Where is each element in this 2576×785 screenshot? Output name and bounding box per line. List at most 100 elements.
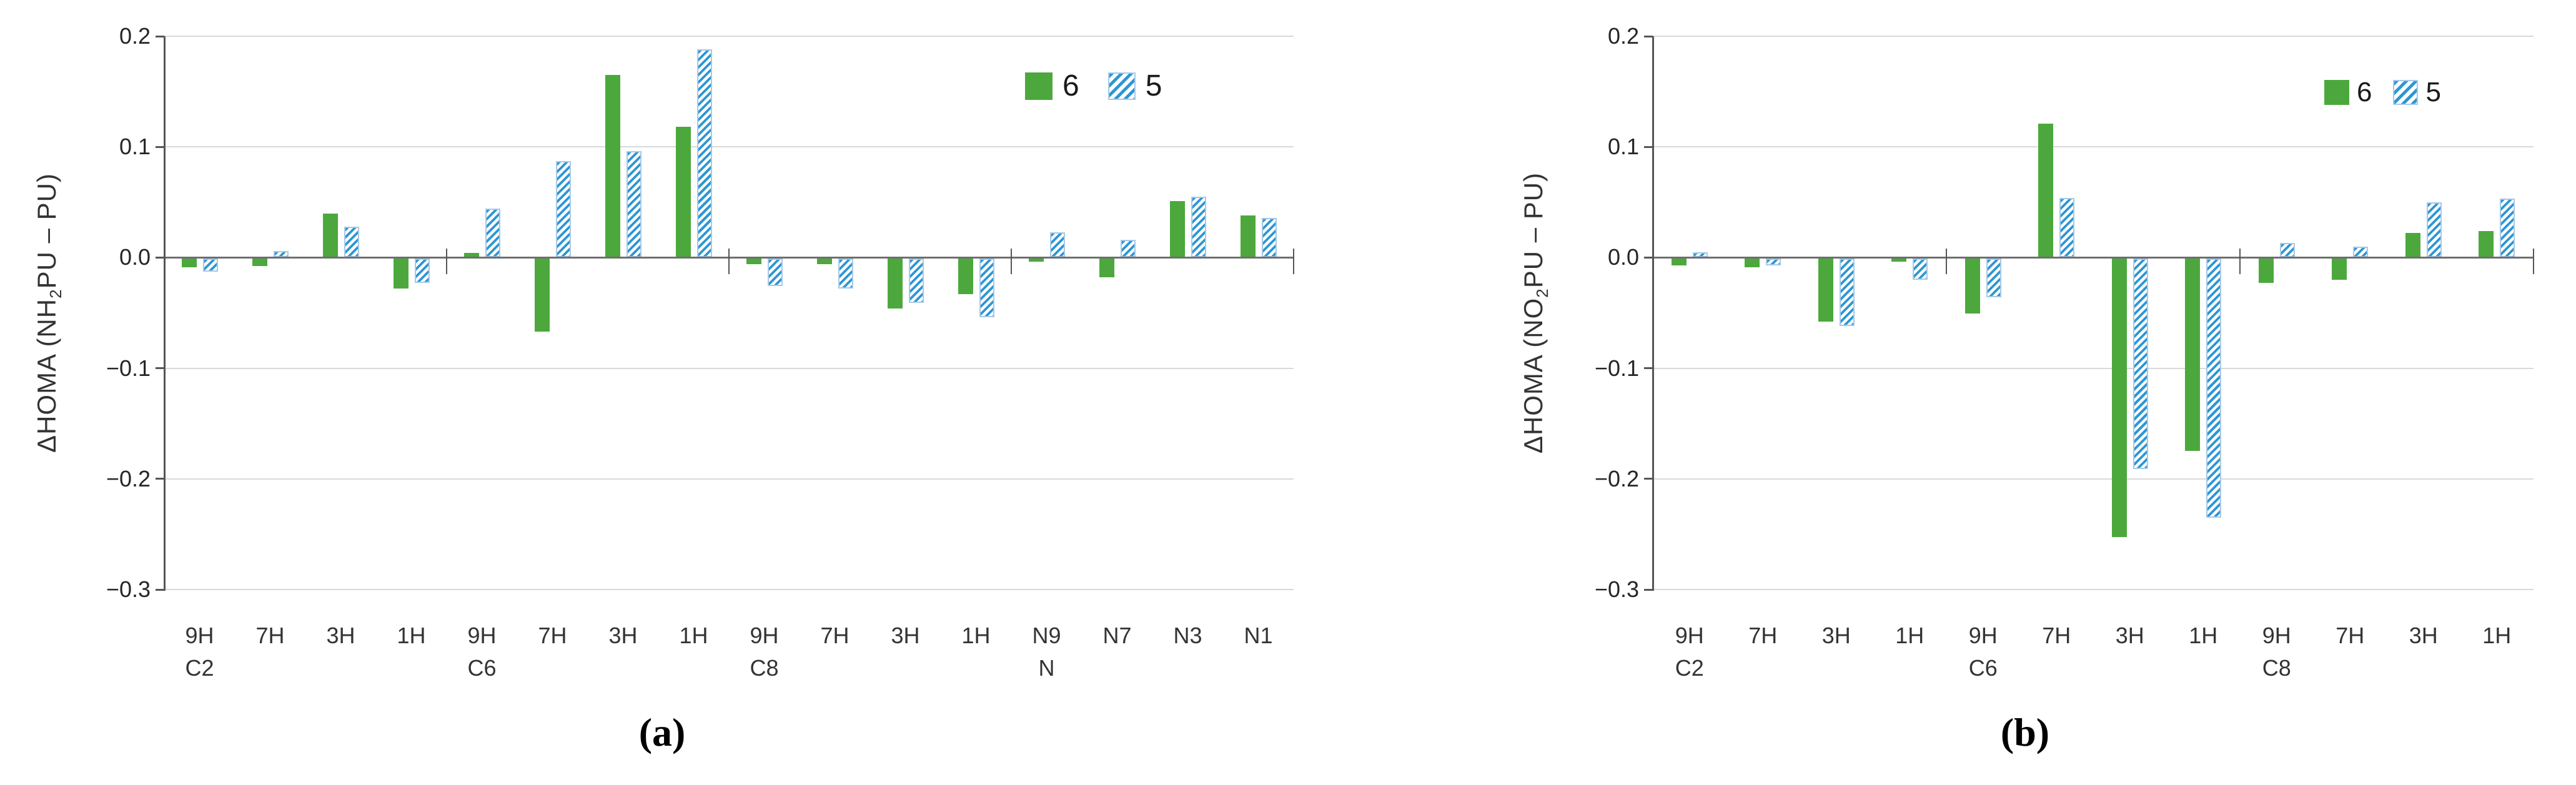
- bar-series-6-1H: [958, 258, 973, 294]
- bar-series-5-9H: [1986, 258, 2001, 297]
- category-label-9H: 9H: [467, 623, 497, 648]
- group-separator-tick: [1011, 249, 1012, 275]
- legend-swatch-series-5: [2393, 80, 2419, 105]
- gridline-0.2: [164, 36, 1294, 37]
- bar-series-6-3H: [1818, 258, 1833, 322]
- gridline-−0.1: [1653, 367, 2534, 369]
- bar-series-5-1H: [414, 258, 430, 283]
- category-label-1H: 1H: [961, 623, 991, 648]
- y-tick-label: 0.0: [119, 244, 151, 270]
- y-axis-tick: [156, 367, 164, 370]
- legend-swatch-series-6: [1025, 72, 1053, 100]
- bar-series-5-N9: [1049, 232, 1065, 258]
- bar-series-5-7H: [273, 250, 289, 258]
- bar-series-6-N9: [1028, 258, 1044, 262]
- bar-series-6-7H: [1745, 258, 1760, 268]
- y-axis-line: [1652, 36, 1654, 591]
- group-label-C2: C2: [1675, 655, 1704, 681]
- y-axis-tick: [1644, 35, 1653, 37]
- group-separator-tick: [446, 249, 447, 275]
- panel-caption-a: (a): [638, 710, 686, 754]
- bar-series-6-3H: [605, 75, 620, 258]
- bar-series-6-3H: [2111, 258, 2127, 538]
- category-label-9H: 9H: [1968, 623, 1998, 648]
- y-axis-title-text: PU – PU): [1518, 172, 1548, 289]
- bar-series-5-N7: [1120, 240, 1136, 258]
- y-axis-tick: [156, 256, 164, 259]
- bar-series-6-9H: [463, 253, 479, 258]
- y-axis-tick: [156, 588, 164, 591]
- group-separator-tick: [1946, 249, 1947, 275]
- y-tick-label: −0.3: [106, 576, 151, 602]
- y-axis-tick: [156, 35, 164, 37]
- bar-series-5-9H: [2279, 243, 2295, 258]
- gridline-0.1: [1653, 146, 2534, 148]
- category-label-3H: 3H: [326, 623, 355, 648]
- bar-series-5-3H: [2133, 258, 2148, 469]
- bar-series-5-3H: [344, 226, 359, 258]
- gridline-−0.2: [164, 478, 1294, 480]
- y-tick-label: 0.1: [119, 134, 151, 160]
- gridline-−0.3: [1653, 589, 2534, 590]
- bar-series-6-1H: [393, 258, 409, 289]
- category-label-3H: 3H: [891, 623, 920, 648]
- gridline-0.2: [1653, 36, 2534, 37]
- legend-label-series-6: 6: [1063, 69, 1079, 102]
- bar-series-6-3H: [322, 213, 338, 258]
- group-separator-tick: [728, 249, 730, 275]
- y-tick-label: 0.2: [1607, 23, 1639, 49]
- y-tick-label: 0.2: [119, 23, 151, 49]
- category-label-1H: 1H: [2189, 623, 2218, 648]
- bar-series-5-N3: [1191, 196, 1206, 258]
- bar-series-6-1H: [2479, 230, 2494, 258]
- legend-label-series-6: 6: [2357, 77, 2372, 107]
- bar-series-6-7H: [2332, 258, 2347, 280]
- legend-swatch-series-5: [1107, 72, 1136, 100]
- bar-series-6-1H: [1891, 258, 1907, 262]
- group-label-C8: C8: [2262, 655, 2291, 681]
- bar-series-5-7H: [2353, 246, 2369, 258]
- legend-a: 6 5: [1025, 71, 1162, 101]
- bar-series-5-1H: [2500, 199, 2515, 258]
- y-axis-title-a: ΔHOMA (NH2PU – PU): [32, 173, 66, 453]
- gridline-−0.3: [164, 589, 1294, 590]
- category-label-1H: 1H: [679, 623, 708, 648]
- y-axis-tick: [1644, 478, 1653, 480]
- group-separator-tick: [2533, 249, 2534, 275]
- y-axis-tick: [1644, 146, 1653, 148]
- bar-series-6-9H: [181, 258, 197, 268]
- y-axis-tick: [1644, 588, 1653, 591]
- legend-swatch-series-6: [2324, 80, 2349, 105]
- bar-series-5-3H: [626, 151, 642, 258]
- y-axis-title-b: ΔHOMA (NO2PU – PU): [1518, 172, 1552, 453]
- y-tick-label: −0.2: [1594, 465, 1639, 491]
- y-axis-title-subscript: 2: [1533, 288, 1552, 298]
- category-label-7H: 7H: [2042, 623, 2071, 648]
- y-axis-tick: [1644, 367, 1653, 370]
- category-label-7H: 7H: [538, 623, 567, 648]
- bar-series-6-9H: [1671, 258, 1687, 265]
- bar-series-6-1H: [675, 127, 691, 258]
- y-tick-label: 0.0: [1607, 244, 1639, 270]
- y-tick-label: 0.1: [1607, 134, 1639, 160]
- group-label-C6: C6: [467, 655, 497, 681]
- y-tick-label: −0.1: [106, 355, 151, 381]
- bar-series-5-1H: [1913, 258, 1928, 280]
- category-label-3H: 3H: [2409, 623, 2438, 648]
- category-label-N9: N9: [1032, 623, 1061, 648]
- legend-label-series-5: 5: [2425, 77, 2441, 107]
- bar-series-6-9H: [2258, 258, 2274, 283]
- group-label-C6: C6: [1968, 655, 1998, 681]
- y-axis-title-subscript: 2: [46, 289, 66, 299]
- y-axis-tick: [1644, 256, 1653, 259]
- category-label-N3: N3: [1173, 623, 1202, 648]
- bar-series-5-1H: [696, 49, 712, 258]
- bar-series-5-7H: [1766, 258, 1781, 265]
- bar-series-6-N3: [1169, 201, 1185, 258]
- category-label-7H: 7H: [255, 623, 285, 648]
- group-label-C8: C8: [750, 655, 779, 681]
- legend-label-series-5: 5: [1145, 69, 1162, 102]
- bar-series-5-7H: [838, 258, 853, 289]
